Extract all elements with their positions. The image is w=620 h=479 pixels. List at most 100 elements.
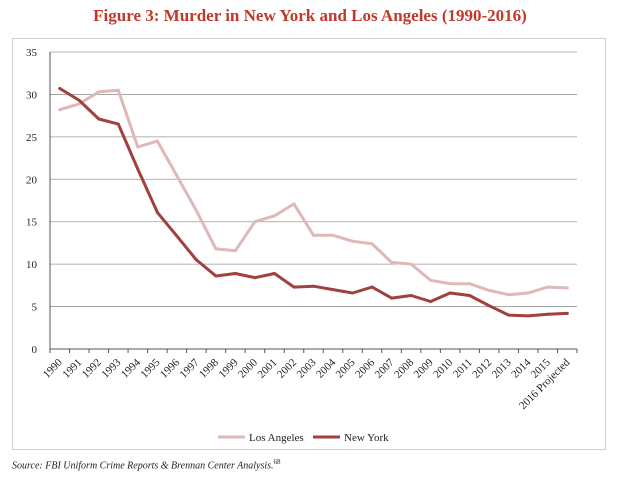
x-tick-label: 1996 <box>158 356 182 380</box>
data-point-los-angeles <box>292 202 296 206</box>
data-point-new-york <box>409 294 413 298</box>
data-point-new-york <box>526 314 530 318</box>
x-tick-label: 2000 <box>236 356 260 380</box>
x-tick-label: 1992 <box>80 357 104 381</box>
data-point-los-angeles <box>272 214 276 218</box>
y-tick-labels: 0 5 10 15 20 25 30 35 <box>26 47 38 356</box>
data-point-los-angeles <box>390 260 394 264</box>
data-point-new-york <box>331 288 335 292</box>
data-point-new-york <box>175 234 179 238</box>
x-tick-label: 2007 <box>373 356 397 380</box>
data-point-los-angeles <box>526 291 530 295</box>
y-tick-label: 10 <box>26 259 38 271</box>
data-point-los-angeles <box>370 242 374 246</box>
y-tick-label: 15 <box>26 217 38 229</box>
data-point-los-angeles <box>546 285 550 289</box>
data-point-new-york <box>214 274 218 278</box>
data-point-new-york <box>546 312 550 316</box>
data-point-new-york <box>194 258 198 262</box>
data-point-los-angeles <box>448 282 452 286</box>
y-tick-label: 35 <box>26 47 38 59</box>
data-point-los-angeles <box>155 139 159 143</box>
axis-layer <box>49 52 578 353</box>
source-text: Source: FBI Uniform Crime Reports & Bren… <box>12 460 274 472</box>
data-point-new-york <box>233 271 237 275</box>
chart-frame <box>12 38 606 450</box>
x-tick-label: 1993 <box>99 356 123 380</box>
x-tick-label: 2008 <box>392 356 416 380</box>
data-point-los-angeles <box>409 262 413 266</box>
data-point-new-york <box>116 122 120 126</box>
data-point-new-york <box>370 285 374 289</box>
data-point-new-york <box>292 285 296 289</box>
y-tick-label: 5 <box>32 302 38 314</box>
data-point-los-angeles <box>331 233 335 237</box>
data-point-los-angeles <box>429 278 433 282</box>
data-point-new-york <box>136 167 140 171</box>
data-point-new-york <box>77 98 81 102</box>
x-tick-label: 2014 <box>509 356 533 380</box>
y-tick-label: 20 <box>26 174 38 186</box>
data-point-los-angeles <box>194 209 198 213</box>
data-point-new-york <box>448 291 452 295</box>
data-point-los-angeles <box>233 249 237 253</box>
x-tick-label: 1995 <box>138 356 162 380</box>
legend: Los Angeles New York <box>218 432 389 444</box>
x-tick-label: 2012 <box>470 357 494 381</box>
x-tick-label: 2002 <box>275 357 299 381</box>
x-tick-label: 1997 <box>177 356 201 380</box>
x-tick-label: 2006 <box>353 356 377 380</box>
data-point-new-york <box>97 117 101 121</box>
data-point-los-angeles <box>58 108 62 112</box>
data-point-new-york <box>272 271 276 275</box>
legend-label-new-york: New York <box>344 432 389 444</box>
y-tick-label: 25 <box>26 132 38 144</box>
data-point-los-angeles <box>116 88 120 92</box>
x-tick-label: 2005 <box>334 356 358 380</box>
data-point-new-york <box>507 313 511 317</box>
x-tick-label: 2001 <box>256 357 280 381</box>
series-line-new-york <box>58 87 569 318</box>
x-tick-label: 1999 <box>217 356 241 380</box>
data-point-los-angeles <box>312 233 315 237</box>
data-point-new-york <box>253 276 257 280</box>
data-point-new-york <box>468 294 472 298</box>
source-note: Source: FBI Uniform Crime Reports & Bren… <box>12 458 281 471</box>
x-tick-label: 2013 <box>490 356 514 380</box>
data-point-los-angeles <box>175 174 179 178</box>
x-tick-label: 1990 <box>41 356 65 380</box>
data-point-new-york <box>155 210 159 214</box>
series-layer <box>58 86 569 318</box>
data-point-new-york <box>487 304 491 308</box>
x-tick-labels: 1990199119921993199419951996199719981999… <box>41 356 573 412</box>
data-point-new-york <box>351 291 355 295</box>
x-tick-label: 2010 <box>431 356 455 380</box>
data-point-new-york <box>312 284 315 288</box>
data-point-new-york <box>390 296 394 300</box>
data-point-new-york <box>565 311 569 315</box>
data-point-new-york <box>58 86 62 90</box>
y-tick-label: 30 <box>26 89 38 101</box>
x-tick-label: 2004 <box>314 356 338 380</box>
data-point-los-angeles <box>97 90 101 94</box>
data-point-los-angeles <box>351 239 355 243</box>
x-tick-label: 2003 <box>295 356 319 380</box>
x-tick-label: 2009 <box>412 356 436 380</box>
data-point-los-angeles <box>468 282 472 286</box>
data-point-los-angeles <box>507 293 511 297</box>
x-tick-label: 1994 <box>119 356 143 380</box>
data-point-los-angeles <box>487 288 491 292</box>
data-point-los-angeles <box>253 220 257 224</box>
grid-layer <box>50 51 577 307</box>
source-footnote: 68 <box>273 458 281 466</box>
chart-title: Figure 3: Murder in New York and Los Ang… <box>93 6 527 25</box>
x-tick-label: 1998 <box>197 356 221 380</box>
data-point-los-angeles <box>136 145 140 149</box>
data-point-los-angeles <box>214 247 218 251</box>
y-tick-label: 0 <box>32 344 38 356</box>
x-tick-label: 1991 <box>60 357 84 381</box>
x-tick-label: 2011 <box>451 357 475 381</box>
legend-label-los-angeles: Los Angeles <box>249 432 304 444</box>
data-point-los-angeles <box>565 286 569 290</box>
